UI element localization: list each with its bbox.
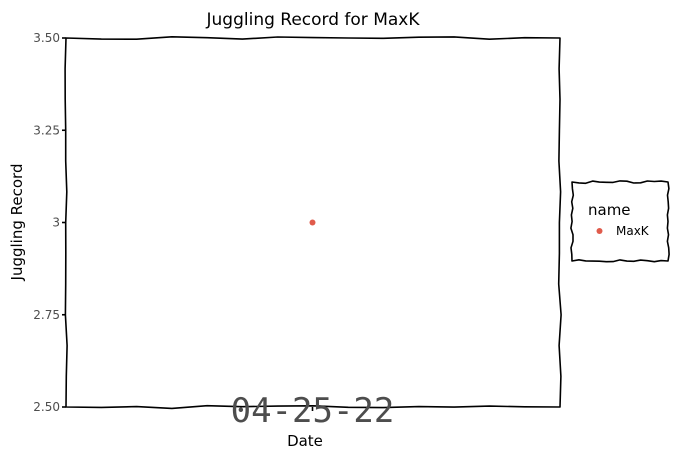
plot-panel-border [64, 36, 562, 410]
y-tick-label: 2.75 [33, 308, 60, 322]
legend-title: name [588, 201, 631, 219]
y-axis-title: Juggling Record [8, 164, 26, 282]
x-tick-label: 04-25-22 [231, 391, 395, 431]
data-points [309, 219, 316, 226]
y-tick-label: 3.25 [33, 123, 60, 137]
data-point [309, 219, 316, 226]
y-tick-label: 2.50 [33, 400, 60, 414]
y-tick-label: 3.50 [33, 31, 60, 45]
legend-entries: MaxK [596, 224, 650, 238]
chart-title: Juggling Record for MaxK [206, 10, 421, 30]
x-axis-title: Date [287, 432, 323, 450]
x-axis: 04-25-22 [231, 391, 395, 431]
legend: name MaxK [570, 180, 670, 263]
legend-entry-label: MaxK [616, 224, 650, 238]
legend-border [570, 180, 670, 263]
y-tick-label: 3 [52, 216, 60, 230]
legend-key-dot [596, 228, 603, 234]
y-axis: 2.50 2.75 3 3.25 3.50 [33, 31, 66, 414]
